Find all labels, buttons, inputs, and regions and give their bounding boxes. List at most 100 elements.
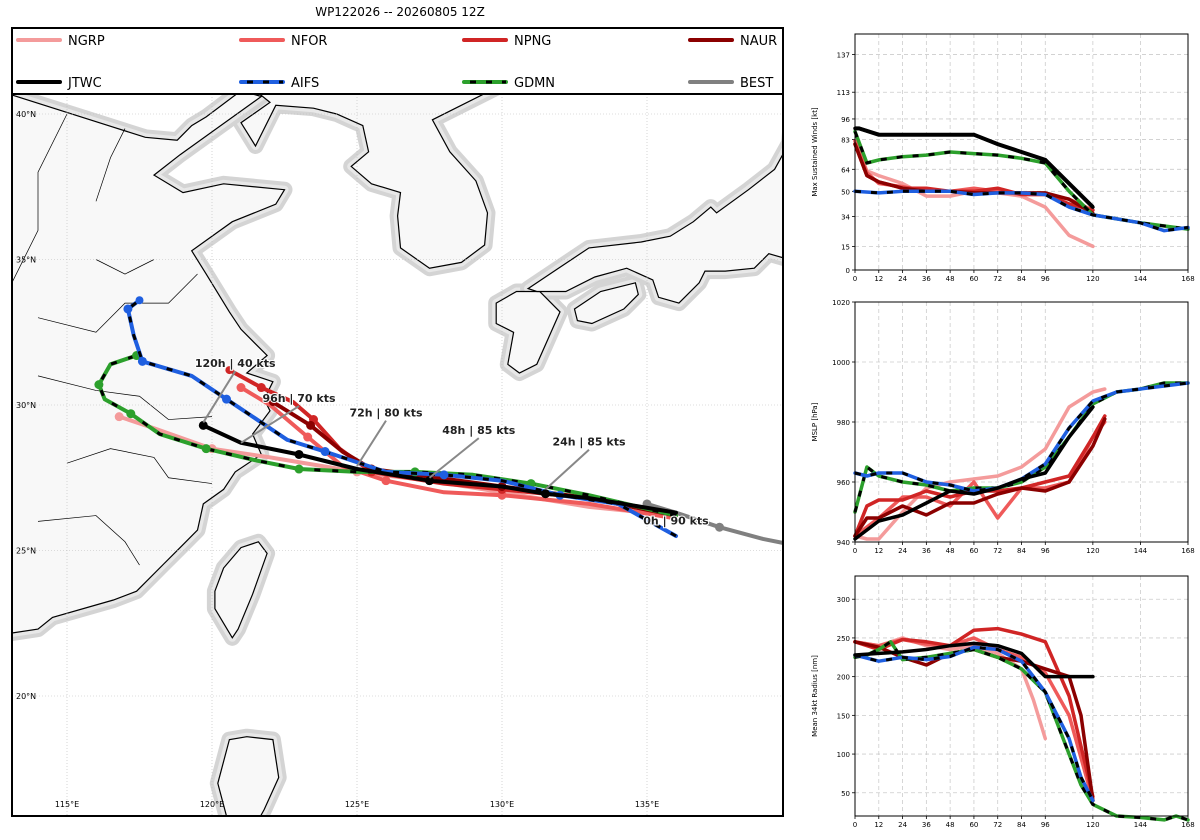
x-tick-label: 120 (1086, 547, 1099, 555)
series-aifs (853, 189, 1190, 233)
x-tick-label: 144 (1134, 275, 1148, 283)
x-tick-label: 84 (1017, 275, 1026, 283)
series-jtwc (853, 405, 1095, 541)
lon-label: 125°E (345, 800, 369, 809)
legend-entry-best: BEST (688, 76, 773, 91)
track-end-point (199, 421, 208, 430)
annotation-label: 0h | 90 kts (643, 514, 709, 527)
x-tick-label: 72 (993, 547, 1002, 555)
annotation-leader (202, 370, 237, 423)
series-line (853, 641, 1095, 679)
annotation-leader (544, 449, 590, 491)
legend-label: NAUR (740, 34, 777, 49)
x-tick-label: 36 (922, 821, 931, 829)
annotation-leader (356, 420, 387, 467)
land-hokkaido (789, 0, 951, 70)
x-tick-label: 36 (922, 547, 931, 555)
track-map: 0h | 90 kts 24h | 85 kts 48h | 85 kts 72h |… (11, 0, 951, 817)
legend-label: AIFS (291, 76, 319, 91)
track-end-point (268, 398, 277, 407)
lat-label: 40°N (16, 110, 36, 119)
x-tick-label: 0 (853, 547, 857, 555)
province-border (37, 273, 198, 333)
lat-label: 20°N (16, 692, 36, 701)
y-tick-label: 300 (837, 596, 850, 604)
track-annotations: 0h | 90 kts 24h | 85 kts 48h | 85 kts 72h |… (194, 356, 710, 528)
legend-box (11, 27, 784, 95)
x-tick-label: 60 (969, 275, 978, 283)
track-marker (126, 409, 136, 419)
province-border (37, 515, 140, 566)
y-tick-label: 113 (837, 89, 850, 97)
panel-2: 0 12 24 36 48 60 72 84 96 120 144 168 940 960 980 1000 1… (811, 299, 1195, 555)
lon-label: 135°E (635, 800, 659, 809)
annotation: 120h | 40 kts (194, 356, 277, 423)
lon-label: 130°E (490, 800, 514, 809)
x-tick-label: 24 (898, 275, 907, 283)
x-tick-label: 168 (1181, 547, 1194, 555)
province-border (37, 375, 213, 420)
map-axis-labels: 40°N 35°N 30°N 25°N 20°N 115°E 120°E 125°E 130°E… (16, 110, 659, 809)
lat-label: 35°N (16, 256, 36, 265)
series-line-jtwc (855, 126, 1095, 209)
y-tick-label: 1020 (832, 299, 850, 307)
track-end-point (225, 366, 234, 375)
figure-title: WP122026 -- 20260805 12Z (315, 5, 485, 19)
series-line (853, 405, 1095, 541)
map-graticule (12, 94, 783, 816)
track-marker (256, 383, 266, 393)
x-tick-label: 48 (946, 547, 955, 555)
track-line (96, 353, 678, 518)
y-tick-label: 100 (837, 751, 850, 759)
track-marker (294, 464, 304, 474)
series-line (853, 417, 1107, 538)
x-tick-label: 12 (874, 275, 883, 283)
series-jtwc (853, 126, 1095, 209)
y-tick-label: 250 (837, 635, 850, 643)
legend-label: NFOR (291, 34, 327, 49)
legend-entry-aifs: AIFS (239, 76, 319, 91)
annotation-leader (428, 437, 480, 479)
annotation: 72h | 80 kts (348, 406, 424, 467)
panel-frame (854, 301, 1189, 543)
land-shikoku (573, 282, 639, 325)
track-marker (306, 420, 316, 430)
y-tick-label: 200 (837, 674, 850, 682)
y-tick-label: 34 (841, 214, 850, 222)
track-jtwc (198, 420, 678, 515)
panel-frame (854, 33, 1189, 271)
lon-label: 120°E (200, 800, 224, 809)
legend-entry-ngrp: NGRP (16, 34, 105, 49)
annotation-label: 48h | 85 kts (442, 424, 516, 437)
x-tick-label: 72 (993, 821, 1002, 829)
land-mainland-china-korea (240, 94, 489, 269)
legend-entry-gdmn: GDMN (462, 76, 555, 91)
annotation: 96h | 70 kts (240, 391, 337, 444)
track-end-point (135, 296, 144, 305)
x-tick-label: 24 (898, 821, 907, 829)
x-tick-label: 168 (1181, 275, 1194, 283)
x-tick-label: 60 (969, 821, 978, 829)
land-luzon (217, 736, 280, 816)
annotation: 48h | 85 kts (428, 423, 517, 479)
annotation-label: 24h | 85 kts (552, 436, 626, 449)
coast-glow-hokkaido (789, 0, 951, 70)
y-axis-label: MSLP [hPa] (811, 402, 819, 441)
track-marker (123, 304, 133, 314)
y-tick-label: 15 (841, 243, 850, 251)
annotation-label: 120h | 40 kts (195, 357, 276, 370)
track-marker (294, 449, 304, 459)
series-dash (853, 130, 1189, 231)
y-tick-label: 0 (846, 267, 850, 275)
x-tick-label: 120 (1086, 821, 1099, 829)
x-tick-label: 36 (922, 275, 931, 283)
y-axis-label: Mean 34kt Radius [nm] (811, 655, 819, 737)
land-taiwan (214, 541, 268, 639)
annotation-label: 72h | 80 kts (349, 407, 423, 420)
y-tick-label: 96 (841, 116, 850, 124)
x-tick-label: 144 (1134, 547, 1148, 555)
series-gdmn (853, 639, 1190, 822)
legend-entry-jtwc: JTWC (16, 76, 102, 91)
track-marker (715, 522, 724, 532)
x-tick-label: 96 (1041, 821, 1050, 829)
